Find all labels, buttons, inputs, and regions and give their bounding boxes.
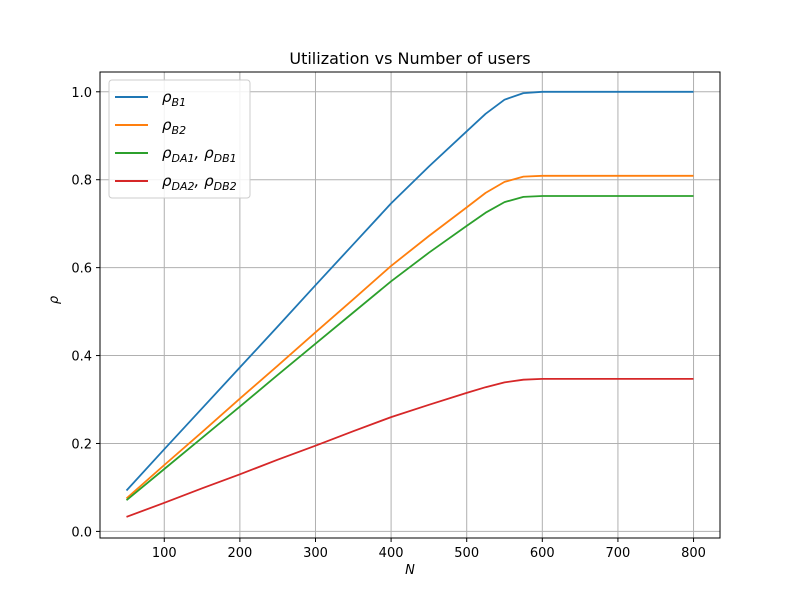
legend-label-part: ρ <box>162 144 172 162</box>
y-tick-label: 0.4 <box>71 350 92 365</box>
series-line-2 <box>125 174 694 500</box>
x-tick-label: 100 <box>152 546 177 561</box>
x-tick-label: 600 <box>530 546 555 561</box>
y-tick-label: 0.8 <box>71 174 92 189</box>
series-line-3 <box>125 195 694 501</box>
y-tick-label: 0.0 <box>71 525 92 540</box>
series-line-1 <box>125 90 694 492</box>
legend-label: ρDA1, ρDB1 <box>162 144 237 165</box>
legend-label-part: B2 <box>172 124 187 137</box>
legend-label: ρB1 <box>162 88 186 109</box>
x-tick-label: 500 <box>454 546 479 561</box>
legend-label-part: DA2 <box>172 180 195 193</box>
y-tick-label: 0.2 <box>71 437 92 452</box>
legend-label-part: DA1 <box>172 152 195 165</box>
legend-label-part: , ρ <box>195 172 215 190</box>
axes-frame <box>99 71 721 539</box>
x-tick-label: 700 <box>606 546 631 561</box>
legend-label-part: ρ <box>162 88 172 106</box>
x-tick-label: 800 <box>681 546 706 561</box>
legend-label: ρDA2, ρDB2 <box>162 172 237 193</box>
legend-label-part: B1 <box>172 96 187 109</box>
legend-label-part: ρ <box>162 116 172 134</box>
series-line-4 <box>126 377 694 518</box>
y-axis-label: ρ <box>47 295 62 304</box>
legend-box <box>108 79 251 199</box>
axis-ticks: 100 200 300 400 500 600 700 800 0.0 0.2 0.4 0.6 0.8 1… <box>71 86 706 561</box>
legend-label-part: , ρ <box>195 144 215 162</box>
legend-label-part: DB2 <box>214 180 237 193</box>
x-tick-label: 200 <box>227 546 252 561</box>
chart-title: Utilization vs Number of users <box>289 49 530 68</box>
x-tick-label: 300 <box>303 546 328 561</box>
legend-label-part: ρ <box>162 172 172 190</box>
y-tick-label: 1.0 <box>71 86 92 101</box>
y-tick-label: 0.6 <box>71 262 92 277</box>
legend-label: ρB2 <box>162 116 186 137</box>
plot-series <box>125 90 694 518</box>
x-tick-label: 400 <box>379 546 404 561</box>
x-axis-label: N <box>405 563 415 578</box>
legend-label-part: DB1 <box>214 152 237 165</box>
